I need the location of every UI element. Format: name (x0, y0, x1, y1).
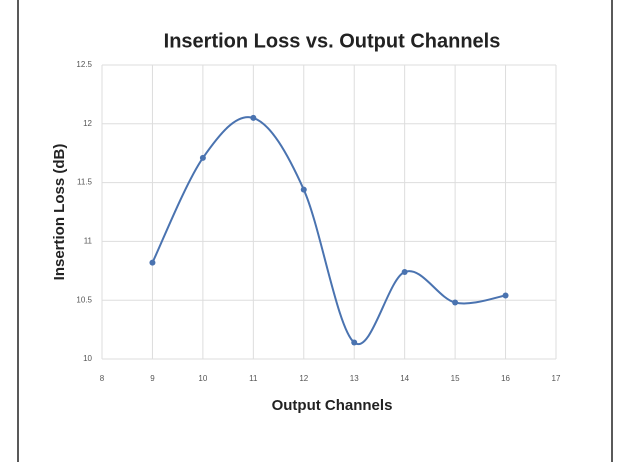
frame (17, 0, 613, 462)
marker (300, 186, 307, 193)
marker (502, 292, 509, 299)
y-tick-label: 12.5 (76, 60, 92, 69)
marker (452, 299, 459, 306)
x-tick-label: 14 (400, 374, 409, 383)
marker (351, 339, 358, 346)
x-tick-label: 12 (299, 374, 308, 383)
y-tick-label: 12 (83, 119, 92, 128)
x-tick-label: 10 (198, 374, 207, 383)
y-axis-label: Insertion Loss (dB) (51, 144, 68, 281)
y-tick-label: 10.5 (76, 295, 92, 304)
x-tick-label: 17 (552, 374, 561, 383)
marker (401, 268, 408, 275)
x-tick-label: 8 (100, 374, 105, 383)
marker (250, 114, 257, 121)
y-tick-label: 10 (83, 354, 92, 363)
x-tick-label: 13 (350, 374, 359, 383)
x-tick-label: 16 (501, 374, 510, 383)
y-tick-label: 11.5 (77, 178, 93, 187)
x-tick-label: 9 (150, 374, 155, 383)
x-tick-label: 15 (451, 374, 460, 383)
marker (149, 259, 156, 266)
y-tick-label: 11 (84, 237, 93, 246)
x-axis-label: Output Channels (272, 397, 393, 414)
x-tick-label: 11 (249, 374, 258, 383)
chart-title: Insertion Loss vs. Output Channels (164, 30, 501, 52)
marker (199, 154, 206, 161)
